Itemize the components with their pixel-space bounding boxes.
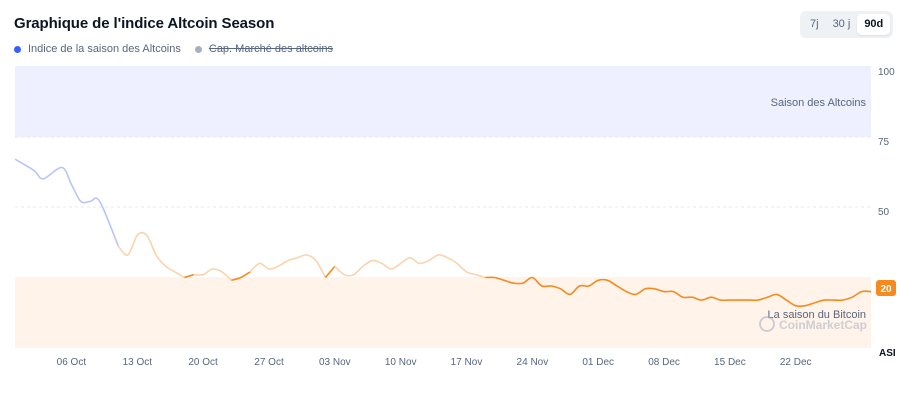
y-tick-100: 100 xyxy=(878,67,895,78)
coinmarketcap-logo-icon xyxy=(759,316,775,332)
range-button-90d[interactable]: 90d xyxy=(857,14,891,35)
x-tick-label: 27 Oct xyxy=(254,357,284,368)
series-line-segment xyxy=(324,265,336,279)
series-line-segment xyxy=(14,158,120,247)
legend-item-altcoin-index[interactable]: Indice de la saison des Altcoins xyxy=(14,43,181,55)
last-value-badge: 20 xyxy=(876,280,896,296)
range-button-7d[interactable]: 7j xyxy=(810,18,819,30)
chart-legend: Indice de la saison des Altcoins Cap. Ma… xyxy=(14,43,347,55)
series-line-segment xyxy=(117,231,185,279)
x-tick-label: 01 Dec xyxy=(582,357,614,368)
legend-label: Indice de la saison des Altcoins xyxy=(28,43,181,55)
x-tick-label: 20 Oct xyxy=(188,357,218,368)
zone-altcoin-season xyxy=(15,66,871,137)
coinmarketcap-watermark: CoinMarketCap xyxy=(759,316,867,332)
legend-dot-icon xyxy=(194,45,202,53)
zone-label-altcoin: Saison des Altcoins xyxy=(771,97,867,109)
series-line-segment xyxy=(231,271,251,282)
time-range-selector: 7j 30 j 90d xyxy=(800,11,894,38)
x-tick-label: 08 Dec xyxy=(648,357,680,368)
y-axis-unit: ASI xyxy=(879,348,896,359)
zone-label-bitcoin: La saison du Bitcoin xyxy=(768,309,866,321)
x-tick-label: 15 Dec xyxy=(714,357,746,368)
x-tick-label: 22 Dec xyxy=(780,357,812,368)
x-axis-ticks: 06 Oct 13 Oct 20 Oct 27 Oct 03 Nov 10 Nov 17 N… xyxy=(57,357,812,368)
y-tick-75: 75 xyxy=(878,137,890,148)
last-value-label: 20 xyxy=(880,284,892,295)
last-value-badge-bg xyxy=(876,280,896,296)
x-tick-label: 10 Nov xyxy=(385,357,417,368)
x-tick-label: 06 Oct xyxy=(57,357,87,368)
y-tick-50: 50 xyxy=(878,207,890,218)
range-button-30d[interactable]: 30 j xyxy=(832,18,851,30)
series-line-segment xyxy=(184,273,194,279)
legend-item-altcoin-market-cap[interactable]: Cap. Marché des altcoins xyxy=(194,43,333,55)
series-line-segment xyxy=(485,276,872,308)
x-tick-label: 13 Oct xyxy=(123,357,153,368)
x-tick-label: 17 Nov xyxy=(451,357,483,368)
x-tick-label: 24 Nov xyxy=(517,357,549,368)
watermark-text: CoinMarketCap xyxy=(779,318,867,332)
zone-bitcoin-season xyxy=(15,277,871,348)
chart-title: Graphique de l'indice Altcoin Season xyxy=(14,15,275,32)
series-line-segment xyxy=(334,254,486,279)
legend-label: Cap. Marché des altcoins xyxy=(208,43,333,55)
series-line-segment xyxy=(249,254,327,278)
legend-dot-icon xyxy=(14,45,21,53)
series-line-segment xyxy=(193,268,232,281)
series-line-group xyxy=(14,158,872,308)
x-tick-label: 03 Nov xyxy=(319,357,351,368)
